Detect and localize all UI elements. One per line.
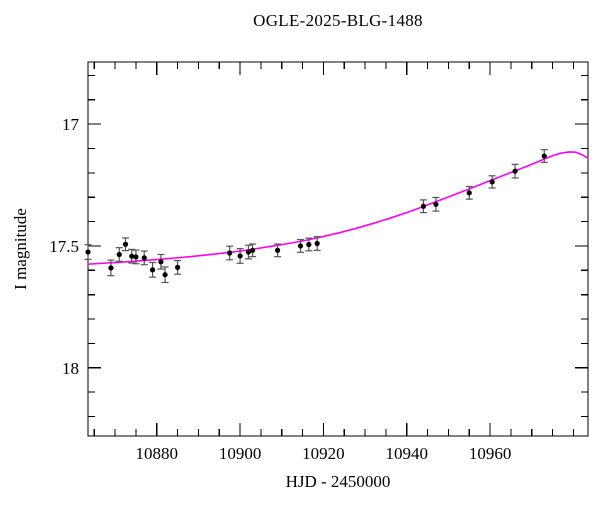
data-point [433, 201, 439, 207]
x-tick-label: 10880 [136, 444, 179, 463]
data-point [274, 247, 281, 253]
y-tick-label: 18 [62, 359, 79, 378]
model-curve [87, 151, 589, 266]
plot-frame [87, 61, 589, 437]
data-point [149, 267, 156, 273]
x-tick-label: 10920 [302, 444, 345, 463]
data-point [122, 241, 129, 247]
data-point [162, 272, 168, 278]
x-tick-label: 10940 [386, 444, 429, 463]
data-point [227, 250, 233, 256]
data-point [141, 255, 147, 261]
data-point [512, 168, 518, 174]
data-point [541, 153, 547, 159]
data-point [420, 203, 427, 209]
data-point [297, 243, 304, 249]
data-point [314, 240, 320, 247]
data-point [237, 253, 243, 259]
x-tick-label: 10960 [469, 444, 512, 463]
data-point [306, 241, 312, 248]
data-point [129, 253, 135, 259]
data-point [249, 247, 256, 253]
data-point [245, 249, 252, 255]
data-point [174, 264, 181, 270]
x-axis-label: HJD - 2450000 [285, 472, 391, 491]
data-point [116, 251, 122, 258]
chart-title: OGLE-2025-BLG-1488 [253, 11, 423, 30]
data-point [108, 265, 114, 271]
y-tick-label: 17.5 [49, 237, 79, 256]
data-point [158, 259, 164, 265]
data-point [489, 179, 495, 185]
x-tick-label: 10900 [219, 444, 262, 463]
data-point [133, 254, 139, 260]
data-point [466, 190, 472, 196]
y-tick-label: 17 [62, 115, 80, 134]
data-point [85, 249, 91, 255]
